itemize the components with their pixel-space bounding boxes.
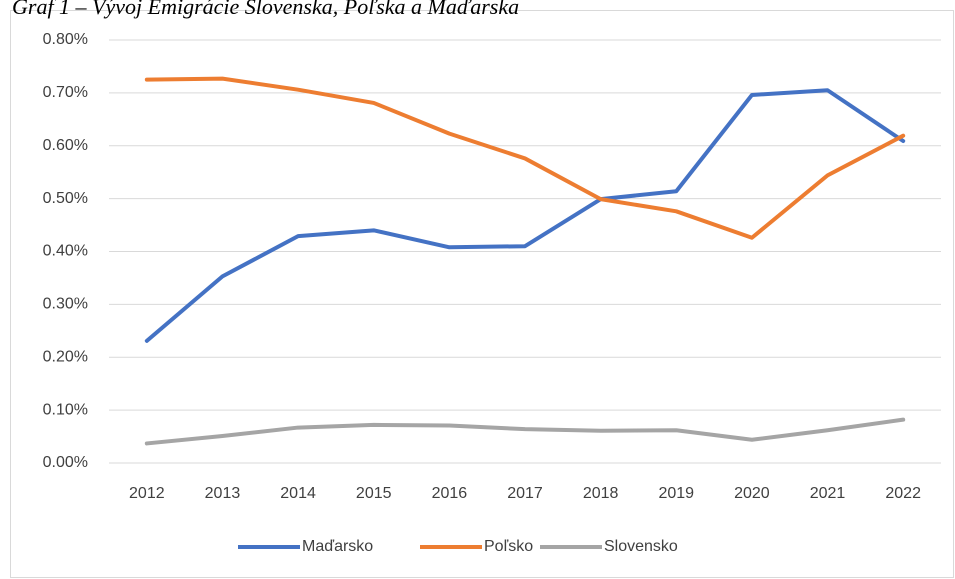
x-tick-label: 2019 [658, 485, 694, 502]
line-series [144, 417, 906, 446]
x-tick-label: 2016 [432, 485, 468, 502]
x-tick-label: 2021 [810, 485, 846, 502]
chart-title: Graf 1 – Vývoj Emigrácie Slovenska, Poľs… [12, 0, 519, 19]
y-tick-label: 0.70% [43, 84, 88, 101]
x-tick-label: 2020 [734, 485, 770, 502]
y-tick-label: 0.00% [43, 454, 88, 471]
x-tick-label: 2017 [507, 485, 543, 502]
y-tick-label: 0.50% [43, 190, 88, 207]
y-tick-label: 0.60% [43, 137, 88, 154]
legend-label: Slovensko [604, 538, 678, 555]
y-tick-label: 0.20% [43, 348, 88, 365]
x-tick-label: 2022 [885, 485, 921, 502]
y-tick-label: 0.30% [43, 296, 88, 313]
legend-label: Maďarsko [302, 538, 373, 555]
x-tick-label: 2012 [129, 485, 165, 502]
x-tick-label: 2014 [280, 485, 316, 502]
x-tick-label: 2018 [583, 485, 619, 502]
y-tick-label: 0.10% [43, 401, 88, 418]
line-series [144, 76, 906, 240]
y-tick-label: 0.80% [43, 31, 88, 48]
x-tick-label: 2015 [356, 485, 392, 502]
x-tick-label: 2013 [205, 485, 241, 502]
chart-border [10, 10, 954, 578]
y-tick-label: 0.40% [43, 243, 88, 260]
legend-label: Poľsko [484, 538, 533, 555]
line-series [144, 88, 906, 343]
